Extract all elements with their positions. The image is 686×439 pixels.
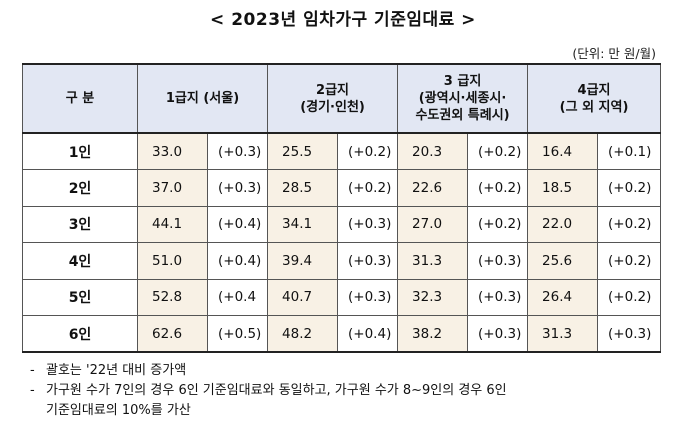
table-row: 1인 33.0 (+0.3) 25.5 (+0.2) 20.3 (+0.2) 16.4 (+0.…: [22, 132, 662, 170]
header-category: 구 분: [22, 63, 138, 134]
rent-value: 48.2: [267, 315, 339, 353]
rent-value: 40.7: [267, 278, 339, 316]
table-row: 5인 52.8 (+0.4 40.7 (+0.3) 32.3 (+0.3) 26.4 (+0.2…: [22, 278, 662, 316]
rent-change: (+0.4): [337, 315, 399, 353]
rent-value: 62.6: [137, 315, 208, 353]
unit-label: (단위: 만 원/월): [572, 46, 656, 61]
rent-value: 33.0: [137, 132, 208, 170]
table-header-row: 구 분 1급지 (서울) 2급지 (경기·인천) 3 급지 (광역시·세종시· …: [22, 63, 662, 134]
rent-change: (+0.2): [337, 132, 399, 170]
rent-change: (+0.3): [337, 278, 399, 316]
rent-value: 44.1: [137, 205, 208, 243]
header-grade-2: 2급지 (경기·인천): [267, 63, 399, 134]
rent-value: 26.4: [527, 278, 599, 316]
rent-value: 22.0: [527, 205, 599, 243]
rent-value: 25.5: [267, 132, 339, 170]
rent-change: (+0.4: [206, 278, 269, 316]
rent-change: (+0.3): [206, 169, 269, 207]
rent-change: (+0.1): [597, 132, 662, 170]
rent-change: (+0.2): [467, 169, 529, 207]
rent-value: 27.0: [397, 205, 469, 243]
rent-value: 22.6: [397, 169, 469, 207]
rent-change: (+0.2): [597, 278, 662, 316]
rent-value: 18.5: [527, 169, 599, 207]
rent-value: 28.5: [267, 169, 339, 207]
footnote-2-continued: 기준임대료의 10%를 가산: [46, 403, 191, 418]
rent-value: 38.2: [397, 315, 469, 353]
rent-change: (+0.4): [206, 205, 269, 243]
rent-table: 구 분 1급지 (서울) 2급지 (경기·인천) 3 급지 (광역시·세종시· …: [22, 63, 662, 353]
rent-value: 25.6: [527, 242, 599, 280]
table-row: 2인 37.0 (+0.3) 28.5 (+0.2) 22.6 (+0.2) 18.5 (+0.…: [22, 169, 662, 207]
header-grade-1: 1급지 (서울): [136, 63, 269, 134]
rent-change: (+0.2): [467, 132, 529, 170]
table-row: 6인 62.6 (+0.5) 48.2 (+0.4) 38.2 (+0.3) 31.3 (+0.…: [22, 315, 662, 353]
page-title: < 2023년 임차가구 기준임대료 >: [210, 10, 476, 30]
row-label: 5인: [22, 278, 138, 316]
rent-change: (+0.4): [206, 242, 269, 280]
row-label: 4인: [22, 242, 138, 280]
rent-change: (+0.3): [337, 205, 399, 243]
rent-change: (+0.3): [597, 315, 662, 353]
rent-change: (+0.3): [467, 278, 529, 316]
row-label: 1인: [22, 132, 138, 170]
rent-change: (+0.3): [467, 315, 529, 353]
footnote-2: - 가구원 수가 7인의 경우 6인 기준임대료와 동일하고, 가구원 수가 8…: [30, 383, 507, 398]
header-grade-4: 4급지 (그 외 지역): [527, 63, 662, 134]
rent-change: (+0.3): [467, 242, 529, 280]
rent-change: (+0.2): [597, 205, 662, 243]
rent-change: (+0.2): [597, 242, 662, 280]
row-label: 3인: [22, 205, 138, 243]
rent-change: (+0.5): [206, 315, 269, 353]
rent-value: 20.3: [397, 132, 469, 170]
rent-change: (+0.2): [467, 205, 529, 243]
rent-value: 34.1: [267, 205, 339, 243]
table-row: 3인 44.1 (+0.4) 34.1 (+0.3) 27.0 (+0.2) 22.0 (+0.…: [22, 205, 662, 243]
row-label: 6인: [22, 315, 138, 353]
footnote-1: - 괄호는 '22년 대비 증가액: [30, 363, 187, 378]
rent-value: 16.4: [527, 132, 599, 170]
rent-value: 37.0: [137, 169, 208, 207]
rent-value: 39.4: [267, 242, 339, 280]
rent-change: (+0.2): [337, 169, 399, 207]
rent-change: (+0.3): [206, 132, 269, 170]
rent-value: 31.3: [527, 315, 599, 353]
header-grade-3: 3 급지 (광역시·세종시· 수도권외 특례시): [397, 63, 529, 134]
row-label: 2인: [22, 169, 138, 207]
rent-value: 51.0: [137, 242, 208, 280]
rent-change: (+0.2): [597, 169, 662, 207]
rent-value: 52.8: [137, 278, 208, 316]
footnotes: - 괄호는 '22년 대비 증가액 - 가구원 수가 7인의 경우 6인 기준임…: [30, 361, 670, 421]
rent-change: (+0.3): [337, 242, 399, 280]
rent-value: 31.3: [397, 242, 469, 280]
table-row: 4인 51.0 (+0.4) 39.4 (+0.3) 31.3 (+0.3) 25.6 (+0.…: [22, 242, 662, 280]
rent-value: 32.3: [397, 278, 469, 316]
